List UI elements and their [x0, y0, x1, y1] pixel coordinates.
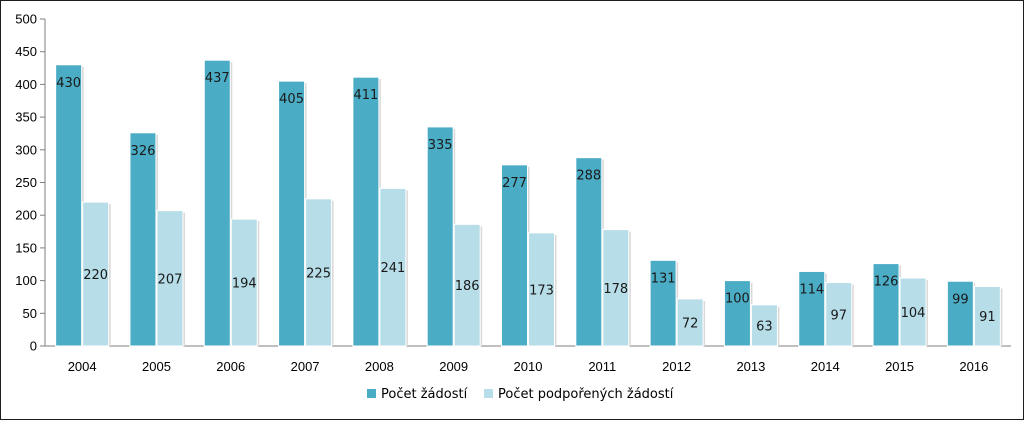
data-label-pocet-podporenych-zadosti: 97 [830, 308, 847, 323]
y-tick-label: 300 [15, 142, 37, 157]
y-tick-label: 450 [15, 44, 37, 59]
x-tick-label: 2006 [216, 359, 245, 374]
data-label-pocet-zadosti: 114 [799, 282, 824, 297]
y-tick-label: 50 [23, 306, 37, 321]
bar-pocet-podporenych-zadosti [676, 298, 704, 347]
x-axis: 2004 2005 2006 2007 2008 2009 2010 2011 2012 2013… [45, 345, 1011, 374]
data-label-pocet-zadosti: 99 [952, 292, 969, 307]
data-label-pocet-podporenych-zadosti: 194 [232, 277, 257, 292]
data-label-pocet-zadosti: 326 [131, 144, 156, 159]
data-label-pocet-zadosti: 126 [874, 275, 899, 290]
y-tick-label: 350 [15, 110, 37, 125]
data-label-pocet-zadosti: 131 [651, 271, 676, 286]
x-tick-label: 2016 [959, 359, 988, 374]
x-tick-label: 2010 [514, 359, 543, 374]
x-tick-label: 2013 [736, 359, 765, 374]
bar-pocet-zadosti [352, 76, 380, 347]
data-label-pocet-podporenych-zadosti: 178 [603, 282, 628, 297]
data-label-pocet-podporenych-zadosti: 72 [682, 316, 699, 331]
bar-pocet-podporenych-zadosti [528, 232, 555, 347]
bar-pocet-podporenych-zadosti [973, 285, 1001, 347]
bar-pocet-podporenych-zadosti [305, 198, 333, 347]
legend-label-pocet-podporenych-zadosti: Počet podpořených žádostí [498, 387, 674, 402]
bars: 430 220 326 207 437 194 405 225 411 241 335 186 277 1… [55, 59, 1003, 347]
data-label-pocet-podporenych-zadosti: 63 [756, 319, 773, 334]
x-tick-label: 2004 [68, 359, 97, 374]
y-tick-label: 200 [15, 208, 37, 223]
x-tick-label: 2011 [588, 359, 616, 374]
data-label-pocet-zadosti: 405 [279, 92, 304, 107]
bar-pocet-zadosti [426, 126, 454, 347]
y-tick-label: 150 [15, 240, 37, 255]
x-tick-label: 2007 [291, 359, 320, 374]
data-label-pocet-zadosti: 437 [205, 71, 230, 86]
bar-pocet-zadosti [798, 270, 826, 347]
bar-pocet-podporenych-zadosti [453, 223, 481, 347]
x-tick-label: 2008 [365, 359, 394, 374]
legend-label-pocet-zadosti: Počet žádostí [381, 387, 468, 402]
bar-pocet-zadosti [649, 259, 677, 347]
legend-swatch-pocet-podporenych-zadosti [484, 389, 493, 398]
data-label-pocet-podporenych-zadosti: 220 [83, 268, 108, 283]
bar-pocet-podporenych-zadosti [230, 218, 258, 347]
legend: Počet žádostí Počet podpořených žádostí [367, 387, 674, 402]
x-tick-label: 2009 [439, 359, 468, 374]
bar-pocet-podporenych-zadosti [899, 277, 927, 347]
bar-pocet-zadosti [501, 164, 528, 347]
x-tick-label: 2014 [811, 359, 840, 374]
data-label-pocet-zadosti: 430 [56, 76, 81, 91]
data-label-pocet-zadosti: 277 [502, 176, 527, 191]
data-label-pocet-zadosti: 288 [576, 169, 601, 184]
y-tick-label: 500 [15, 12, 37, 27]
x-tick-label: 2012 [662, 359, 691, 374]
bar-pocet-zadosti [55, 64, 83, 347]
data-label-pocet-podporenych-zadosti: 225 [306, 266, 331, 281]
bar-pocet-podporenych-zadosti [379, 187, 407, 347]
data-label-pocet-podporenych-zadosti: 241 [380, 261, 405, 276]
y-tick-label: 100 [15, 273, 37, 288]
x-tick-label: 2005 [142, 359, 171, 374]
bar-pocet-podporenych-zadosti [82, 201, 110, 347]
x-tick-label: 2015 [885, 359, 914, 374]
bar-pocet-podporenych-zadosti [825, 282, 853, 347]
y-tick-label: 250 [15, 175, 37, 190]
data-label-pocet-podporenych-zadosti: 207 [158, 272, 183, 287]
data-label-pocet-podporenych-zadosti: 91 [979, 310, 996, 325]
y-axis: 0 50 100 150 200 250 300 350 400 450 500 [15, 12, 46, 354]
bar-pocet-zadosti [946, 280, 974, 347]
data-label-pocet-podporenych-zadosti: 186 [455, 279, 480, 294]
bar-pocet-podporenych-zadosti [156, 210, 184, 347]
data-label-pocet-zadosti: 335 [428, 138, 453, 153]
legend-swatch-pocet-zadosti [367, 389, 376, 398]
bar-pocet-zadosti [723, 280, 751, 347]
bar-pocet-zadosti [278, 80, 306, 347]
data-label-pocet-podporenych-zadosti: 173 [529, 283, 554, 298]
y-tick-label: 0 [30, 339, 37, 354]
bar-pocet-zadosti [129, 132, 157, 347]
data-label-pocet-zadosti: 411 [353, 88, 378, 103]
y-tick-label: 400 [15, 77, 37, 92]
bar-pocet-podporenych-zadosti [750, 304, 778, 347]
data-label-pocet-podporenych-zadosti: 104 [901, 306, 926, 321]
bar-pocet-zadosti [575, 157, 603, 347]
data-label-pocet-zadosti: 100 [725, 292, 750, 307]
bar-pocet-zadosti [872, 263, 900, 347]
bar-pocet-zadosti [203, 59, 231, 347]
bar-pocet-podporenych-zadosti [602, 229, 630, 347]
